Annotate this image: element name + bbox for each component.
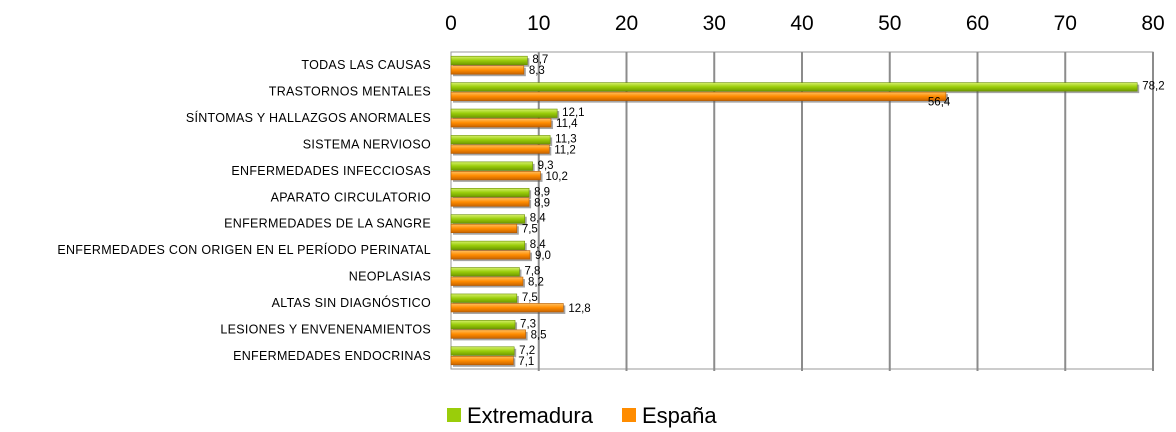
- data-label-espana: 8,9: [534, 197, 550, 209]
- category-label: ENFERMEDADES INFECCIOSAS: [231, 164, 431, 178]
- bars: [450, 55, 1140, 367]
- bar-extremadura: [450, 214, 526, 224]
- legend: Extremadura España: [447, 403, 717, 428]
- legend-swatch: [447, 408, 461, 422]
- category-labels: TODAS LAS CAUSAS TRASTORNOS MENTALES SÍNTO…: [57, 58, 431, 363]
- x-tick-label: 20: [615, 12, 638, 35]
- x-axis-ticks: 0 10 20 30 40 50 60 70 80: [445, 12, 1165, 35]
- bar-espana: [450, 223, 518, 234]
- category-label: TODAS LAS CAUSAS: [301, 58, 431, 72]
- x-tick-label: 0: [445, 12, 457, 35]
- gridlines: [450, 51, 1154, 371]
- bar-extremadura: [450, 346, 515, 356]
- data-label-espana: 8,2: [528, 277, 544, 289]
- bar-extremadura: [450, 267, 520, 277]
- data-label-extremadura: 11,3: [555, 133, 577, 145]
- legend-label: Extremadura: [467, 403, 594, 428]
- bar-espana: [450, 118, 552, 128]
- category-label: NEOPLASIAS: [349, 270, 431, 284]
- data-label-extremadura: 8,4: [530, 213, 547, 225]
- data-label-espana: 12,8: [568, 303, 590, 315]
- data-label-espana: 7,5: [522, 224, 538, 236]
- data-label-espana: 56,4: [928, 97, 951, 109]
- bar-extremadura: [450, 187, 530, 198]
- x-tick-label: 30: [703, 12, 726, 35]
- x-tick-label: 70: [1054, 12, 1077, 35]
- data-label-extremadura: 7,2: [519, 345, 535, 357]
- x-tick-label: 40: [790, 12, 813, 35]
- bar-extremadura: [450, 320, 516, 330]
- category-label: ENFERMEDADES DE LA SANGRE: [224, 217, 431, 231]
- data-label-extremadura: 8,9: [534, 186, 550, 198]
- data-label-extremadura: 12,1: [562, 107, 584, 119]
- category-label: SISTEMA NERVIOSO: [303, 137, 431, 151]
- bar-extremadura: [450, 161, 533, 171]
- data-label-extremadura: 7,5: [522, 292, 538, 304]
- category-label: SÍNTOMAS Y HALLAZGOS ANORMALES: [186, 110, 431, 125]
- bar-espana: [450, 197, 530, 207]
- bar-extremadura: [450, 55, 528, 66]
- x-tick-label: 80: [1141, 12, 1164, 35]
- category-label: TRASTORNOS MENTALES: [269, 85, 431, 99]
- data-labels: 8,7 78,2 12,1 11,3 9,3 8,9 8,4 8,4 7,8 7,5 7,3 7,2 8…: [518, 54, 1164, 368]
- data-label-extremadura: 8,7: [532, 54, 548, 66]
- data-label-espana: 10,2: [546, 171, 568, 183]
- legend-label: España: [642, 403, 717, 428]
- bar-espana: [450, 250, 531, 260]
- data-label-extremadura: 7,8: [524, 266, 540, 278]
- category-label: ENFERMEDADES CON ORIGEN EN EL PERÍODO PE…: [57, 242, 431, 257]
- bar-extremadura: [450, 293, 518, 303]
- data-label-espana: 7,1: [518, 356, 534, 368]
- x-tick-label: 10: [527, 12, 550, 35]
- bar-extremadura: [450, 135, 551, 145]
- category-label: ALTAS SIN DIAGNÓSTICO: [272, 295, 431, 310]
- data-label-espana: 9,0: [535, 250, 551, 262]
- data-label-extremadura: 7,3: [520, 318, 536, 330]
- data-label-espana: 11,4: [556, 118, 578, 130]
- category-label: APARATO CIRCULATORIO: [271, 190, 431, 204]
- bar-espana: [450, 329, 526, 339]
- x-tick-label: 60: [966, 12, 989, 35]
- bar-espana: [450, 144, 550, 154]
- data-label-extremadura: 78,2: [1142, 81, 1164, 93]
- bar-extremadura: [450, 108, 558, 118]
- data-label-extremadura: 9,3: [538, 160, 554, 172]
- bar-espana: [450, 171, 541, 181]
- bar-espana: [450, 355, 514, 366]
- x-tick-label: 50: [878, 12, 901, 35]
- data-label-extremadura: 8,4: [530, 239, 547, 251]
- category-label: ENFERMEDADES ENDOCRINAS: [233, 349, 431, 363]
- bar-espana: [450, 91, 947, 101]
- data-label-espana: 8,5: [531, 329, 547, 341]
- category-label: LESIONES Y ENVENENAMIENTOS: [220, 322, 431, 336]
- bar-extremadura: [450, 240, 526, 250]
- bar-extremadura: [450, 82, 1138, 92]
- bar-espana: [450, 276, 524, 286]
- legend-swatch: [622, 408, 636, 422]
- bar-espana: [450, 65, 525, 75]
- bar-espana: [450, 303, 564, 313]
- data-label-espana: 8,3: [529, 65, 545, 77]
- data-label-espana: 11,2: [554, 144, 576, 156]
